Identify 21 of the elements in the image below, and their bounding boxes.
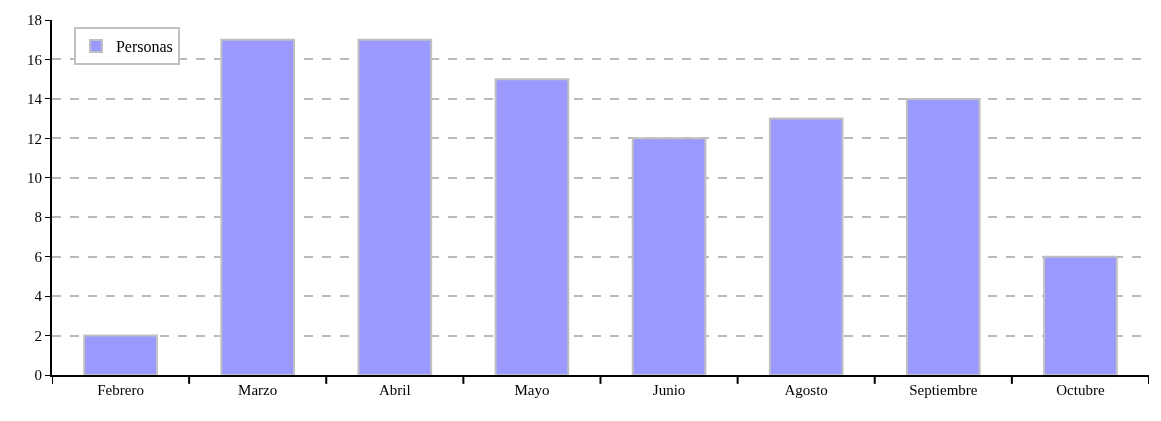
x-tick-label: Octubre xyxy=(1056,382,1105,398)
x-tick-label: Septiembre xyxy=(909,382,978,398)
y-tick-label: 4 xyxy=(34,288,43,305)
x-tick-label: Junio xyxy=(652,382,686,398)
y-tick-label: 12 xyxy=(27,130,42,147)
y-tick-label: 6 xyxy=(34,248,43,265)
bar xyxy=(494,78,570,375)
x-tick-label: Agosto xyxy=(784,382,828,398)
y-tick-label: 14 xyxy=(27,91,43,108)
bar xyxy=(83,334,158,375)
legend-label: Personas xyxy=(115,38,173,56)
x-tick-label: Abril xyxy=(378,382,411,398)
y-tick-label: 2 xyxy=(34,327,42,344)
x-tick-label: Febrero xyxy=(97,382,144,398)
y-tick-label: 18 xyxy=(27,12,42,29)
x-tick-label: Mayo xyxy=(514,382,550,398)
y-tick-label: 0 xyxy=(34,367,42,384)
x-tick-label: Marzo xyxy=(238,382,278,398)
y-tick-label: 16 xyxy=(27,51,43,68)
y-tick-label: 10 xyxy=(27,170,42,187)
y-tick-label: 8 xyxy=(34,209,42,226)
